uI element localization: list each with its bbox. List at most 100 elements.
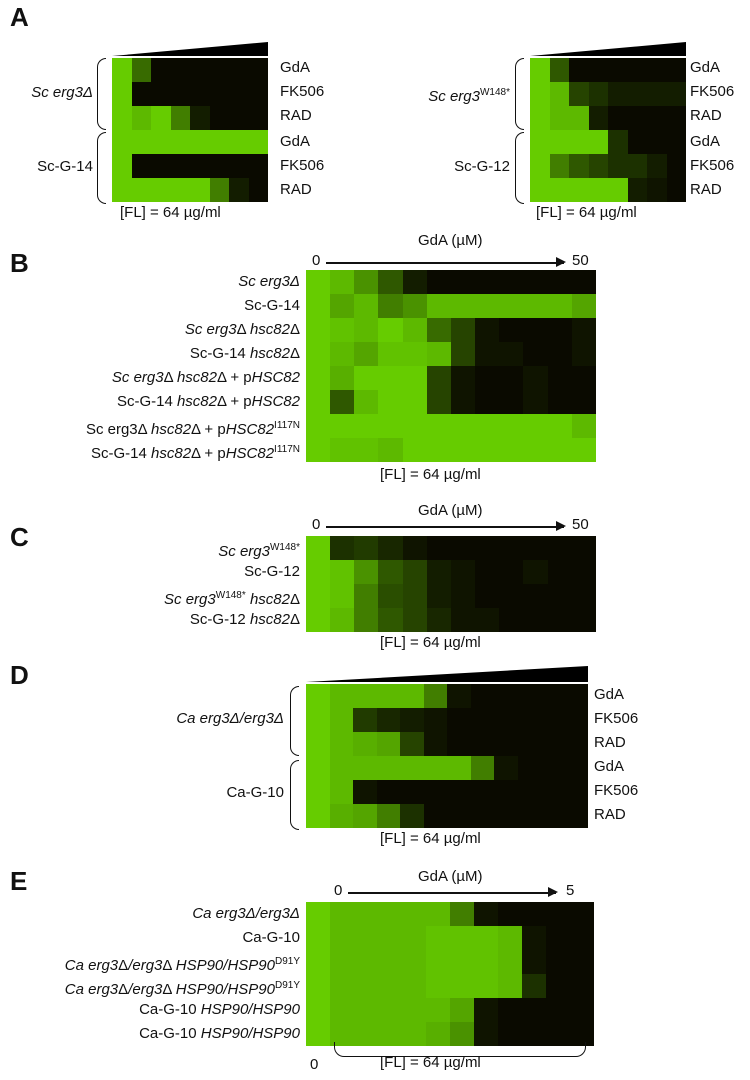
heatmap-cell	[547, 560, 572, 584]
heatmap-cell	[547, 536, 572, 560]
drug-label: RAD	[690, 107, 722, 124]
heatmap-cell	[376, 732, 400, 756]
heatmap-cell	[474, 998, 498, 1022]
heatmap-cell	[588, 178, 608, 202]
heatmap-cell	[353, 804, 377, 828]
heatmap-cell	[402, 1022, 426, 1046]
heatmap-cell	[494, 684, 518, 708]
axis-end: 50	[572, 252, 589, 269]
axis-arrow-icon	[348, 888, 558, 896]
heatmap-cell	[306, 804, 330, 828]
heatmap-cell	[447, 708, 471, 732]
row-label: Ca erg3Δ/erg3Δ HSP90/HSP90D91Y	[64, 980, 300, 998]
axis-start: 0	[334, 882, 343, 899]
heatmap-cell	[112, 82, 132, 106]
drug-label: FK506	[690, 157, 735, 174]
heatmap-cell	[400, 708, 424, 732]
strain-label: Sc-G-14	[37, 158, 93, 175]
heatmap-cell	[541, 732, 565, 756]
drug-label: GdA	[690, 133, 721, 150]
panel-letter-e: E	[10, 866, 28, 896]
heatmap-cell	[400, 732, 424, 756]
heatmap-cell	[402, 414, 427, 438]
heatmap-cell	[378, 270, 403, 294]
heatmap-cell	[588, 82, 608, 106]
heatmap-cell	[151, 58, 171, 82]
heatmap-cell	[329, 804, 353, 828]
heatmap-cell	[330, 318, 355, 342]
heatmap-cell	[170, 58, 190, 82]
heatmap-cell	[475, 270, 500, 294]
heatmap-cell	[523, 318, 548, 342]
concentration-wedge-icon	[530, 42, 686, 56]
heatmap-cell	[402, 974, 426, 998]
heatmap-cell	[402, 366, 427, 390]
heatmap-cell	[666, 178, 686, 202]
heatmap-cell	[470, 756, 494, 780]
heatmap-cell	[423, 708, 447, 732]
heatmap-cell	[523, 584, 548, 608]
heatmap-cell	[517, 732, 541, 756]
heatmap-cell	[376, 756, 400, 780]
heatmap-cell	[541, 804, 565, 828]
heatmap-cell	[474, 926, 498, 950]
heatmap-cell	[571, 414, 596, 438]
heatmap-cell	[569, 130, 589, 154]
heatmap-cell	[569, 106, 589, 130]
heatmap-cell	[423, 756, 447, 780]
heatmap-cell	[546, 974, 570, 998]
heatmap-cell	[523, 270, 548, 294]
strain-label: Ca erg3Δ/erg3Δ	[176, 710, 284, 727]
heatmap-cell	[541, 756, 565, 780]
row-label: Ca erg3Δ/erg3Δ HSP90/HSP90D91Y	[64, 956, 300, 974]
heatmap-cell	[547, 608, 572, 632]
heatmap-cell	[450, 1022, 474, 1046]
heatmap-cell	[426, 536, 451, 560]
heatmap-cell	[588, 106, 608, 130]
heatmap-cell	[170, 154, 190, 178]
heatmap-cell	[330, 902, 354, 926]
heatmap-cell	[353, 684, 377, 708]
heatmap-cell	[354, 584, 379, 608]
heatmap-cell	[402, 584, 427, 608]
heatmap-cell	[499, 318, 524, 342]
row-label: Ca erg3Δ/erg3Δ	[192, 905, 300, 922]
heatmap-cell	[354, 366, 379, 390]
heatmap-cell	[229, 178, 249, 202]
heatmap-cell	[354, 342, 379, 366]
heatmap-cell	[378, 608, 403, 632]
heatmap-cell	[151, 130, 171, 154]
heatmap-cell	[494, 780, 518, 804]
panel-letter-d: D	[10, 660, 29, 690]
group-brace	[290, 686, 299, 756]
fl-brace	[334, 1042, 586, 1057]
heatmap-cell	[306, 684, 330, 708]
heatmap-cell	[354, 270, 379, 294]
heatmap-cell	[647, 58, 667, 82]
heatmap-cell	[608, 178, 628, 202]
heatmap-cell	[647, 178, 667, 202]
heatmap-d	[306, 684, 588, 828]
heatmap-cell	[530, 130, 550, 154]
heatmap-cell	[564, 708, 588, 732]
heatmap-cell	[378, 366, 403, 390]
heatmap-cell	[571, 270, 596, 294]
drug-label: GdA	[690, 59, 721, 76]
heatmap-cell	[376, 684, 400, 708]
heatmap-cell	[131, 130, 151, 154]
heatmap-cell	[112, 106, 132, 130]
heatmap-cell	[569, 178, 589, 202]
axis-end: 5	[566, 882, 575, 899]
row-label: Sc erg3Δ hsc82Δ + pHSC82	[111, 369, 300, 386]
heatmap-cell	[402, 318, 427, 342]
heatmap-cell	[209, 154, 229, 178]
group-brace	[97, 58, 106, 130]
heatmap-cell	[330, 950, 354, 974]
panel-letter-c: C	[10, 522, 29, 552]
heatmap-cell	[549, 130, 569, 154]
heatmap-cell	[450, 536, 476, 560]
heatmap-cell	[190, 58, 210, 82]
heatmap-cell	[571, 584, 596, 608]
heatmap-cell	[475, 584, 500, 608]
heatmap-cell	[530, 178, 550, 202]
